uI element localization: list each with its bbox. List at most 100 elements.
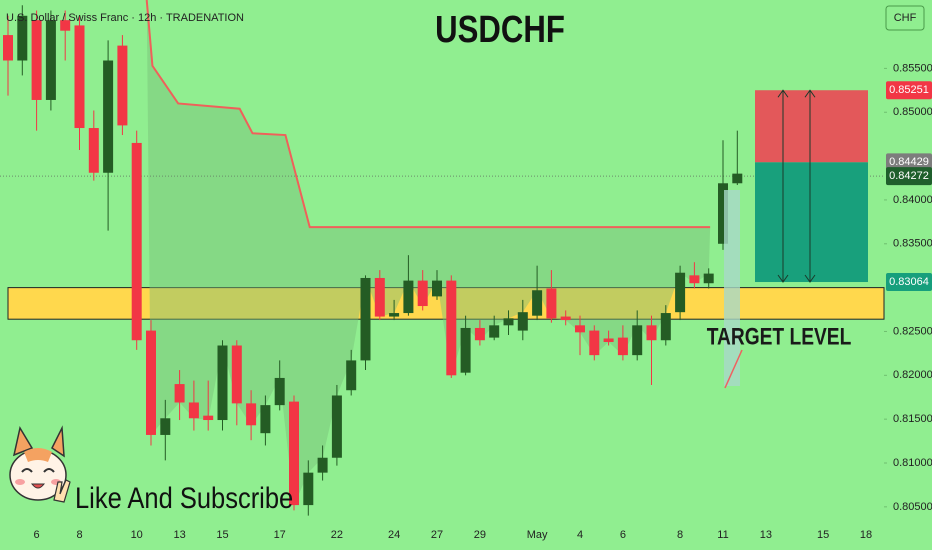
candle-body — [546, 288, 557, 319]
x-tick-label: 6 — [620, 529, 626, 541]
caption: Like And Subscribe — [75, 481, 293, 514]
x-tick-label: 10 — [131, 529, 143, 541]
candle-body — [517, 312, 528, 331]
candle-body — [603, 338, 614, 342]
candle-body — [331, 395, 342, 458]
currency-box — [885, 5, 925, 31]
y-tick-label: 0.85500 — [893, 62, 932, 74]
candle-body — [446, 280, 457, 376]
candle-body — [675, 272, 686, 313]
x-tick-label: 18 — [860, 529, 872, 541]
candle-body — [246, 403, 257, 426]
candle-body — [432, 280, 442, 297]
y-tick-label: 0.81500 — [893, 413, 932, 425]
candle-body — [103, 60, 114, 173]
x-tick-label: 27 — [431, 529, 443, 541]
candle-body — [360, 277, 371, 361]
candle-body — [617, 337, 628, 356]
candle-body — [3, 35, 13, 61]
candle-body — [289, 401, 299, 506]
candle-body — [560, 316, 571, 321]
x-tick-label: 6 — [34, 529, 40, 541]
candle-body — [131, 142, 142, 341]
candle-body — [632, 325, 643, 356]
candle-body — [689, 275, 700, 284]
price-badge — [886, 167, 932, 186]
candle-body — [303, 472, 314, 506]
y-tick-label: 0.82500 — [893, 325, 932, 337]
price-badge-label: 0.85251 — [889, 84, 929, 96]
cat-icon — [9, 425, 71, 503]
indicator-area — [146, 0, 711, 506]
x-tick-label: 4 — [577, 529, 583, 541]
candle-body — [374, 277, 385, 317]
x-tick-label: 29 — [474, 529, 486, 541]
price-badge-label: 0.84429 — [889, 156, 929, 168]
candle-body — [17, 15, 28, 61]
candle-body — [660, 313, 671, 341]
x-tick-label: 8 — [677, 529, 683, 541]
price-badge-label: 0.83064 — [889, 276, 929, 288]
candle-body — [460, 327, 471, 373]
candle-body — [146, 330, 156, 435]
arrow-head — [804, 274, 816, 283]
candle-body — [188, 402, 199, 419]
x-tick-label: 15 — [216, 529, 228, 541]
candle-body — [274, 377, 285, 406]
plot-layer — [0, 0, 885, 516]
candle-body — [317, 457, 328, 473]
arrow-head — [804, 89, 816, 98]
candle-body — [703, 273, 714, 284]
candle-body — [732, 173, 743, 184]
x-tick-label: May — [527, 529, 548, 541]
candle-body — [174, 384, 185, 403]
candle-body — [346, 360, 357, 391]
candle-body — [575, 325, 585, 333]
x-tick-label: 13 — [760, 529, 772, 541]
y-tick-label: 0.85000 — [893, 106, 932, 118]
projection-line — [724, 349, 743, 389]
price-badge — [886, 81, 932, 100]
candle-body — [589, 330, 600, 356]
price-badge — [886, 273, 932, 292]
price-badge — [886, 153, 932, 172]
candle-body — [503, 318, 514, 326]
y-tick-label: 0.84000 — [893, 194, 932, 206]
x-tick-label: 15 — [817, 529, 829, 541]
candle-body — [532, 290, 543, 316]
x-tick-label: 13 — [173, 529, 185, 541]
candle-body — [489, 325, 500, 338]
stop-zone — [755, 90, 868, 163]
candle-body — [389, 313, 400, 317]
y-tick-label: 0.80500 — [893, 501, 932, 513]
candle-body — [417, 280, 428, 307]
y-tick-label: 0.81000 — [893, 457, 932, 469]
chart-title: USDCHF — [435, 9, 565, 51]
candle-body — [474, 327, 485, 341]
arrow-head — [777, 274, 789, 283]
chart-subtitle: U.S. Dollar / Swiss Franc · 12h · TRADEN… — [6, 12, 244, 24]
x-tick-label: 17 — [274, 529, 286, 541]
candle-body — [646, 325, 657, 341]
candle-body — [160, 418, 171, 435]
currency-label: CHF — [894, 12, 917, 24]
x-tick-label: 8 — [76, 529, 82, 541]
arrow-head — [777, 89, 789, 98]
candle-body — [231, 345, 242, 404]
y-tick-label: 0.82000 — [893, 369, 932, 381]
candle-body — [718, 183, 728, 244]
candle-body — [31, 20, 42, 100]
candle-body — [74, 25, 85, 129]
candle-body — [45, 20, 56, 100]
x-tick-label: 11 — [717, 529, 728, 541]
candle-body — [403, 280, 414, 314]
candle-body — [88, 128, 99, 173]
projection-bar — [724, 190, 740, 386]
x-tick-label: 24 — [388, 529, 400, 541]
y-tick-label: 0.83500 — [893, 238, 932, 250]
target-zone-box — [755, 162, 868, 283]
zone-label: TARGET LEVEL — [707, 322, 852, 350]
candle-body — [260, 405, 271, 434]
